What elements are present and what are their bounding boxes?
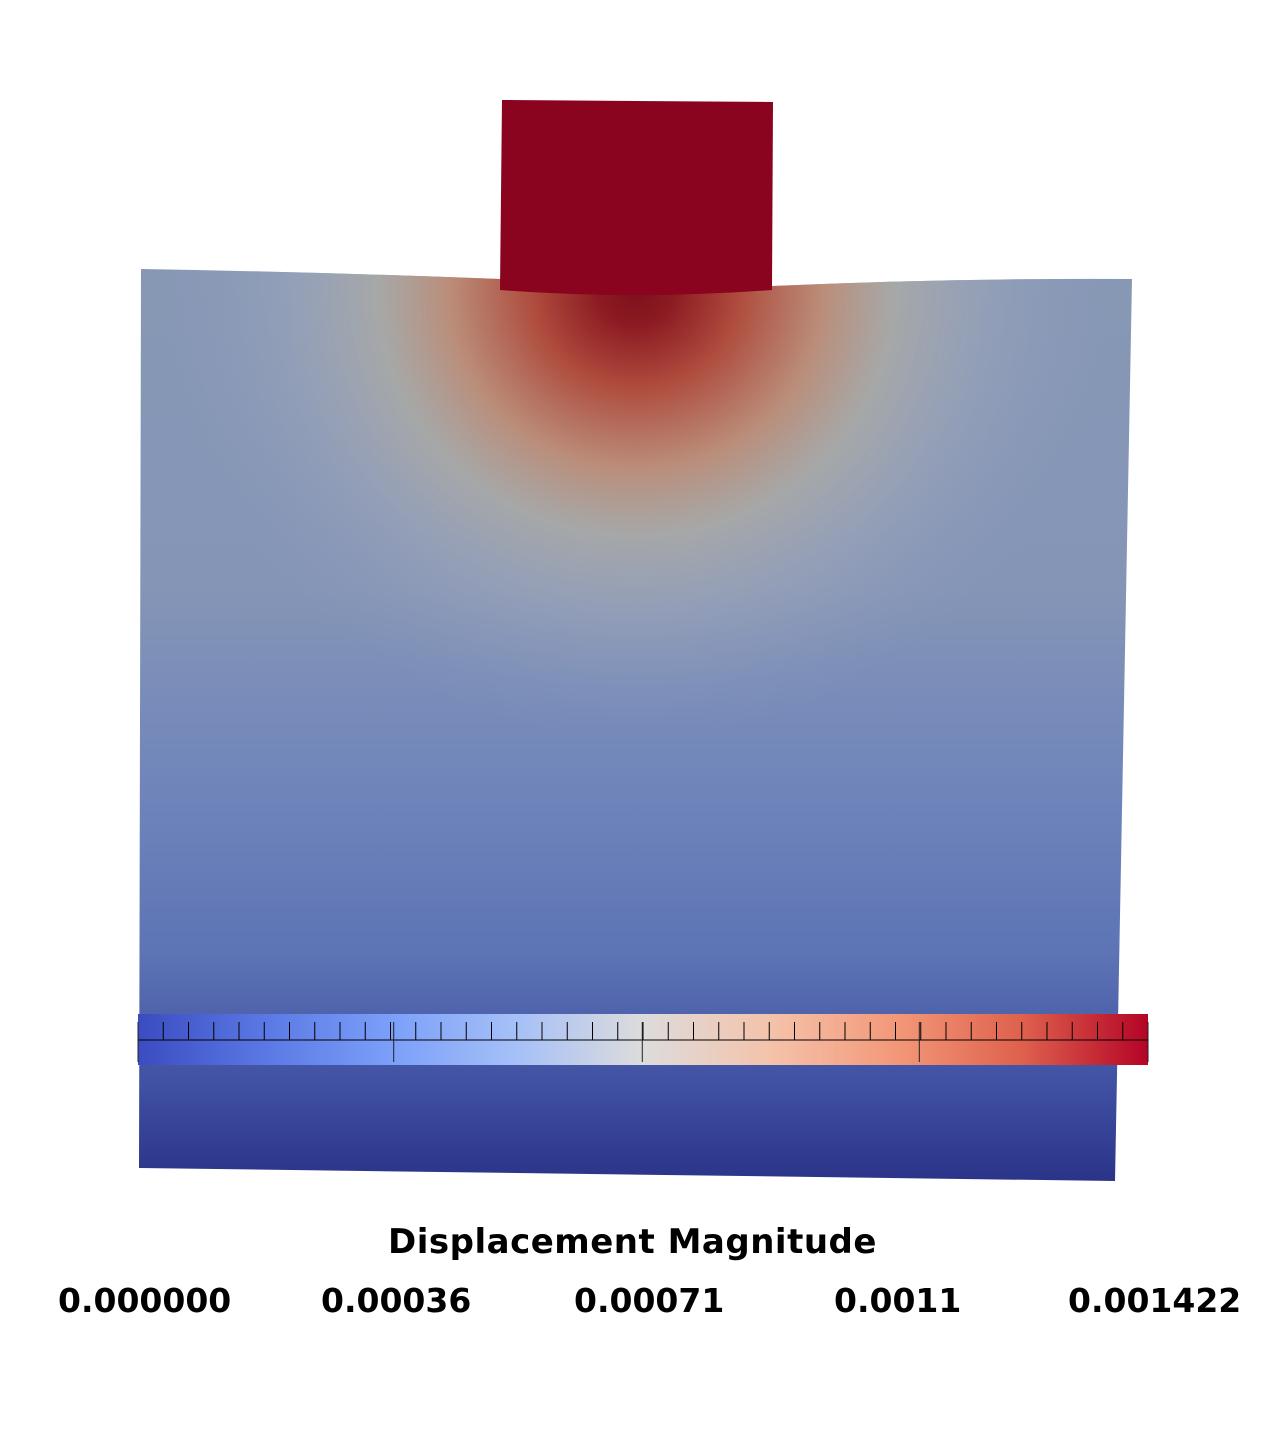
indenter-block [500,100,773,295]
colorbar-tick-label-max: 0.001422 [1068,1281,1242,1320]
colorbar-tick-label-min: 0.000000 [58,1281,232,1320]
colorbar-ticks [137,1022,1149,1062]
colorbar-tick-label-mid: 0.00071 [574,1281,725,1320]
colorbar-tick-label-q3: 0.0011 [834,1281,962,1320]
colorbar-title: Displacement Magnitude [388,1222,877,1262]
colorbar-tick-label-q1: 0.00036 [321,1281,472,1320]
colorbar [137,1014,1149,1065]
